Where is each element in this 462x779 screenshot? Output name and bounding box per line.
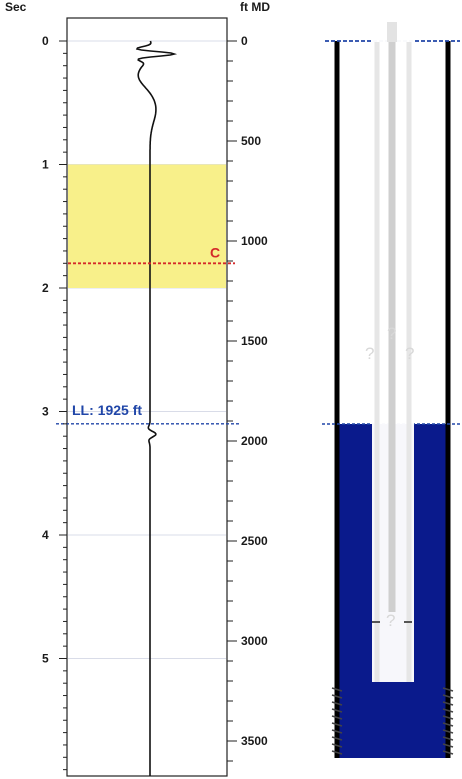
- perforation-right: [442, 694, 454, 699]
- right-tick-label: 3500: [241, 734, 268, 748]
- left-tick-label: 2: [42, 281, 49, 295]
- highlight-band: [68, 164, 226, 288]
- right-tick-label: 500: [241, 134, 261, 148]
- right-tick-label: 2000: [241, 434, 268, 448]
- perforation-left: [331, 708, 343, 713]
- question-mark-right: ?: [405, 344, 414, 363]
- right-tick-label: 0: [241, 34, 248, 48]
- perforation-left: [331, 701, 343, 706]
- left-tick-label: 3: [42, 405, 49, 419]
- left-tick-label: 1: [42, 158, 49, 172]
- question-mark-left: ?: [365, 344, 374, 363]
- echo-trace: [135, 40, 178, 776]
- perforation-right: [442, 750, 454, 755]
- perforation-right: [442, 708, 454, 713]
- c-marker-label: C: [210, 244, 220, 260]
- left-time-axis: 0 1 2 3 4 5: [42, 34, 67, 771]
- perforation-right: [442, 687, 454, 692]
- echo-panel: C LL: 1925 ft: [56, 17, 240, 777]
- perforation-left: [331, 736, 343, 741]
- right-tick-label: 1500: [241, 334, 268, 348]
- right-tick-label: 2500: [241, 534, 268, 548]
- perforation-right: [442, 736, 454, 741]
- question-mark-lower: ?: [386, 611, 395, 630]
- tubing-top-stub: [387, 22, 397, 42]
- perforation-left: [331, 715, 343, 720]
- perforation-left: [331, 743, 343, 748]
- perforation-marks: [331, 687, 454, 755]
- perforation-left: [331, 722, 343, 727]
- left-tick-label: 4: [42, 528, 49, 542]
- left-axis-label: Sec: [5, 0, 27, 14]
- left-tick-label: 5: [42, 652, 49, 666]
- perforation-right: [442, 743, 454, 748]
- question-mark-upper: ?: [387, 324, 396, 343]
- perforation-right: [442, 715, 454, 720]
- right-axis-label: ft MD: [240, 0, 270, 14]
- right-tick-label: 3000: [241, 634, 268, 648]
- perforation-right: [442, 701, 454, 706]
- left-tick-label: 0: [42, 34, 49, 48]
- perforation-left: [331, 694, 343, 699]
- well-schematic: ? ? ? ?: [322, 22, 460, 758]
- echo-panel-frame: [66, 17, 228, 777]
- liquid-level-label: LL: 1925 ft: [72, 402, 142, 418]
- perforation-left: [331, 687, 343, 692]
- right-tick-label: 1000: [241, 234, 268, 248]
- perforation-right: [442, 729, 454, 734]
- perforation-left: [331, 750, 343, 755]
- perforation-left: [331, 729, 343, 734]
- perforation-right: [442, 722, 454, 727]
- right-depth-axis: 0 500 1000 1500 2000 2500 3000 3500: [227, 34, 268, 762]
